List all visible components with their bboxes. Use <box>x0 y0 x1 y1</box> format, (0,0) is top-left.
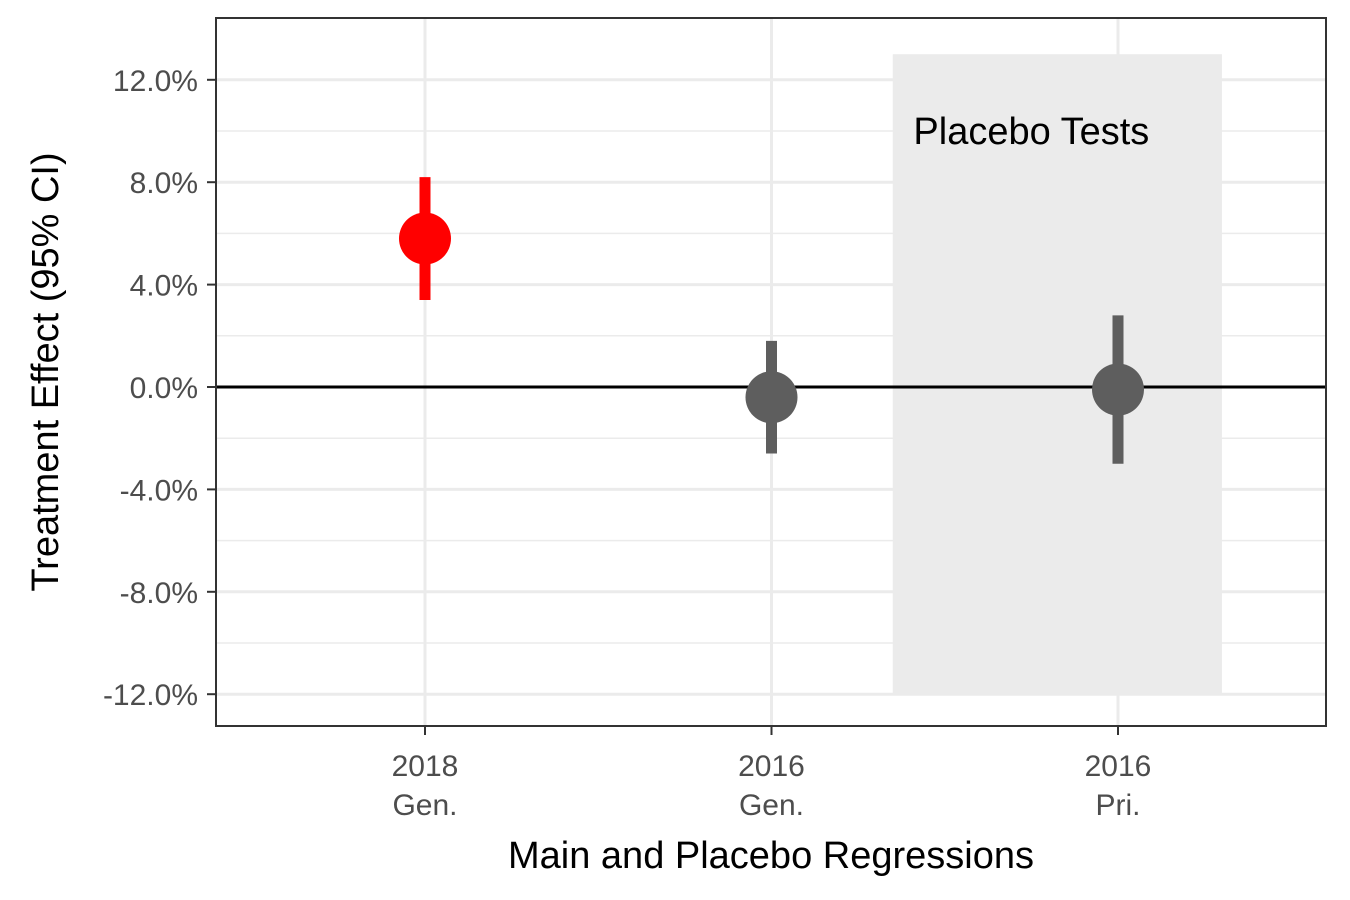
x-tick-label-type: Pri. <box>1096 789 1141 822</box>
y-tick-label: 12.0% <box>113 65 198 98</box>
point-estimate <box>399 212 451 265</box>
x-axis-title: Main and Placebo Regressions <box>508 835 1034 877</box>
placebo-shaded-region <box>892 54 1222 695</box>
point-estimate <box>1092 363 1144 416</box>
x-tick-label-year: 2016 <box>1085 750 1152 783</box>
placebo-tests-annotation: Placebo Tests <box>913 111 1149 153</box>
x-tick-label-year: 2018 <box>392 750 459 783</box>
x-tick-label-type: Gen. <box>392 789 457 822</box>
y-axis-title: Treatment Effect (95% CI) <box>25 152 67 591</box>
x-tick-label-year: 2016 <box>738 750 805 783</box>
y-tick-label: -8.0% <box>120 577 198 610</box>
y-tick-label: -12.0% <box>103 679 198 712</box>
point-estimate <box>745 371 798 424</box>
shade-layer <box>892 54 1222 695</box>
y-tick-label: 4.0% <box>130 270 198 303</box>
marks-layer <box>399 177 1144 464</box>
y-axis: 12.0% 8.0% 4.0% 0.0% -4.0% -8.0% -12.0% <box>103 65 216 712</box>
y-tick-label: 8.0% <box>130 167 198 200</box>
y-tick-label: -4.0% <box>120 474 198 507</box>
x-axis: 2018 Gen. 2016 Gen. 2016 Pri. <box>392 726 1152 822</box>
y-tick-label: 0.0% <box>130 372 198 405</box>
x-tick-label-type: Gen. <box>739 789 804 822</box>
